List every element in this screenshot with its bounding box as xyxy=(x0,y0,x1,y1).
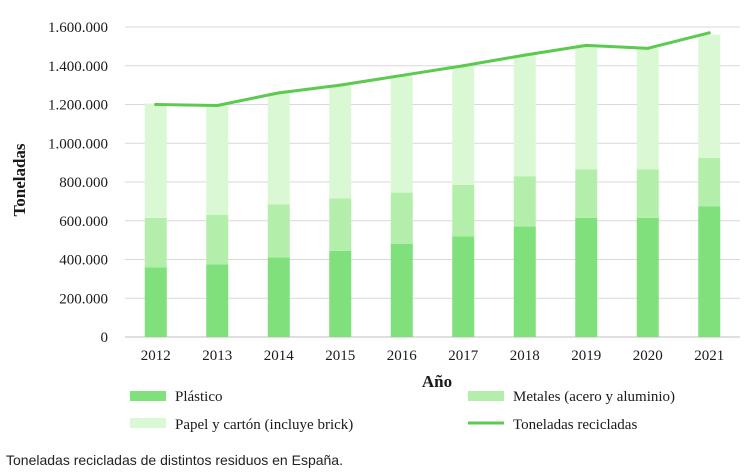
legend-label-line: Toneladas recicladas xyxy=(513,417,637,433)
y-tick-label: 1.600.000 xyxy=(48,20,108,36)
bar-segment-metales xyxy=(698,157,721,207)
bar-segment-plastico xyxy=(513,226,536,337)
line-point xyxy=(461,64,465,68)
y-tick-label: 200.000 xyxy=(59,291,108,307)
y-tick-label: 1.400.000 xyxy=(48,59,108,75)
x-tick-label: 2021 xyxy=(694,348,724,364)
bar-segment-plastico xyxy=(575,217,598,337)
bar-segment-plastico xyxy=(390,244,413,337)
bar-segment-plastico xyxy=(329,250,352,337)
x-axis-title: Año xyxy=(422,372,452,391)
line-series xyxy=(154,31,711,107)
x-tick-label: 2015 xyxy=(325,348,355,364)
bar-segment-metales xyxy=(452,184,475,237)
line-point xyxy=(154,103,158,106)
legend: Plástico Metales (acero y aluminio) Pape… xyxy=(130,389,675,433)
y-tick-label: 400.000 xyxy=(59,253,108,269)
bar-segment-plastico xyxy=(267,257,290,337)
y-tick-label: 1.200.000 xyxy=(48,98,108,114)
y-axis-ticks: 0 200.000 400.000 600.000 800.000 1.000.000 1.… xyxy=(48,20,108,346)
bar-segment-papel xyxy=(513,55,536,177)
legend-swatch-plastico xyxy=(130,391,166,401)
x-axis-ticks: 2012 2013 2014 2015 2016 2017 2018 2019 2020 2021 xyxy=(141,348,725,364)
line-point xyxy=(523,53,527,57)
bar-segment-plastico xyxy=(636,217,659,337)
legend-label-plastico: Plástico xyxy=(175,389,223,405)
bar-segment-papel xyxy=(452,65,475,185)
x-tick-label: 2012 xyxy=(141,348,171,364)
bar-segment-papel xyxy=(206,105,229,215)
x-tick-label: 2013 xyxy=(202,348,232,364)
bar-segment-metales xyxy=(513,176,536,227)
x-tick-label: 2014 xyxy=(264,348,295,364)
y-tick-label: 0 xyxy=(101,330,109,346)
y-axis-title: Toneladas xyxy=(10,143,29,216)
line-point xyxy=(707,31,711,35)
line-point xyxy=(277,91,281,95)
legend-label-papel: Papel y cartón (incluye brick) xyxy=(175,417,353,433)
bar-segment-metales xyxy=(144,217,167,268)
bar-segment-papel xyxy=(144,103,167,218)
bar-segment-metales xyxy=(390,192,413,244)
bar-segment-papel xyxy=(267,92,290,205)
x-tick-label: 2019 xyxy=(571,348,601,364)
bar-segment-papel xyxy=(329,85,352,199)
line-point xyxy=(400,73,404,77)
x-tick-label: 2016 xyxy=(387,348,418,364)
legend-label-metales: Metales (acero y aluminio) xyxy=(513,389,675,405)
line-point xyxy=(646,46,650,50)
y-tick-label: 600.000 xyxy=(59,214,108,230)
y-tick-label: 1.000.000 xyxy=(48,136,108,152)
bar-segment-metales xyxy=(206,214,229,265)
bar-segment-papel xyxy=(390,75,413,193)
bar-segment-papel xyxy=(636,48,659,170)
bar-segment-plastico xyxy=(452,236,475,337)
bar-segment-plastico xyxy=(698,206,721,337)
bar-segment-metales xyxy=(329,198,352,251)
x-tick-label: 2020 xyxy=(633,348,663,364)
bar-segment-plastico xyxy=(144,267,167,337)
x-tick-label: 2018 xyxy=(510,348,540,364)
bar-segment-metales xyxy=(267,204,290,258)
x-tick-label: 2017 xyxy=(448,348,479,364)
bar-series xyxy=(144,34,721,337)
figure-caption: Toneladas recicladas de distintos residu… xyxy=(6,452,343,468)
bar-segment-plastico xyxy=(206,264,229,337)
bar-segment-papel xyxy=(698,34,721,158)
bar-segment-metales xyxy=(575,169,598,218)
y-tick-label: 800.000 xyxy=(59,175,108,191)
line-point xyxy=(584,43,588,47)
bar-segment-papel xyxy=(575,46,598,170)
legend-swatch-papel xyxy=(130,418,166,428)
recycled-tonnes-line xyxy=(154,31,711,107)
line-point xyxy=(215,103,219,107)
line-point xyxy=(338,83,342,87)
legend-swatch-metales xyxy=(468,391,504,401)
bar-segment-metales xyxy=(636,169,659,218)
stacked-bar-line-chart: 0 200.000 400.000 600.000 800.000 1.000.000 1.… xyxy=(10,20,740,433)
